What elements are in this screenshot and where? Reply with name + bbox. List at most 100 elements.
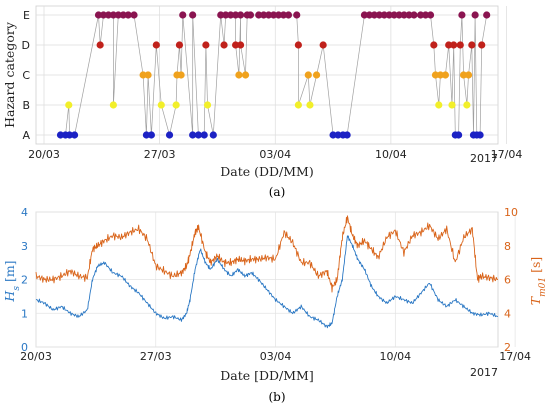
hazard-point-E <box>104 11 113 19</box>
hazard-point-A <box>147 131 155 139</box>
hazard-point-C <box>464 71 473 79</box>
hazard-point-A <box>476 131 484 139</box>
hazard-point-E <box>365 11 374 19</box>
hazard-point-E <box>410 11 418 19</box>
hazard-point-A <box>66 131 74 139</box>
hazard-point-E <box>246 11 255 19</box>
right-tick-label: 2 <box>504 341 511 354</box>
hazard-point-D <box>202 41 210 49</box>
hazard-point-A <box>334 131 342 139</box>
hazard-point-E <box>279 11 288 19</box>
hazard-point-E <box>293 11 301 19</box>
right-tick-label: 4 <box>504 307 511 320</box>
panel-a-date-ticks: 20/03 27/03 03/04 10/04 17/04 <box>28 148 522 161</box>
hazard-point-E <box>265 11 273 19</box>
hazard-point-E <box>255 11 263 19</box>
panel-a-markers <box>56 11 491 139</box>
hazard-point-D <box>445 41 453 49</box>
hazard-point-E <box>385 11 393 19</box>
hazard-point-C <box>441 71 449 79</box>
hazard-point-A <box>209 131 217 139</box>
left-tick-label: 3 <box>21 240 28 253</box>
hazard-point-C <box>235 71 243 79</box>
hazard-point-E <box>270 11 278 19</box>
date-tick-label: 03/04 <box>260 350 292 363</box>
hazard-point-A <box>455 131 463 139</box>
hazard-point-A <box>142 131 151 139</box>
panel-b-ylabel-left: Hs [m] <box>2 260 22 302</box>
hazard-point-A <box>343 131 351 139</box>
hazard-point-E <box>400 11 408 19</box>
left-tick-label: 1 <box>21 307 28 320</box>
panel-b-year: 2017 <box>470 366 498 379</box>
hazard-point-D <box>152 41 160 49</box>
hazard-point-C <box>431 71 440 79</box>
hazard-point-E <box>370 11 378 19</box>
hazard-point-E <box>109 11 117 19</box>
hazard-point-D <box>294 41 302 49</box>
right-tick-label: 10 <box>504 206 518 219</box>
panel-b-ylabel-right: Tm01 [s] <box>528 257 548 306</box>
hazard-point-D <box>175 41 184 49</box>
hazard-point-E <box>94 11 103 19</box>
hazard-point-E <box>130 11 138 19</box>
right-tick-label: 8 <box>504 240 511 253</box>
hazard-point-E <box>426 11 435 19</box>
date-tick-label: 03/04 <box>259 148 291 161</box>
hazard-point-B <box>203 101 212 109</box>
hazard-point-B <box>172 101 180 109</box>
hazard-point-D <box>236 41 245 49</box>
hazard-point-E <box>274 11 283 19</box>
category-tick-label: A <box>22 129 30 142</box>
hazard-point-A <box>194 131 203 139</box>
hazard-point-E <box>421 11 430 19</box>
category-tick-label: E <box>23 9 30 22</box>
left-tick-label: 0 <box>21 341 28 354</box>
hazard-point-D <box>232 41 240 49</box>
category-tick-label: D <box>22 39 30 52</box>
hazard-point-B <box>306 101 314 109</box>
left-tick-label: 2 <box>21 274 28 287</box>
hazard-point-B <box>65 101 73 109</box>
hazard-point-D <box>430 41 438 49</box>
hazard-point-C <box>304 71 312 79</box>
hazard-point-E <box>471 11 479 19</box>
hazard-point-E <box>260 11 268 19</box>
hazard-point-E <box>458 11 466 19</box>
hazard-point-E <box>227 11 235 19</box>
hazard-point-B <box>109 101 117 109</box>
hazard-point-A <box>56 131 65 139</box>
hazard-point-C <box>312 71 321 79</box>
hazard-point-D <box>456 41 464 49</box>
hazard-point-B <box>463 101 471 109</box>
hazard-point-C <box>459 71 468 79</box>
hazard-point-E <box>222 11 230 19</box>
tm01-series-line <box>35 215 499 293</box>
category-tick-label: C <box>22 69 30 82</box>
hazard-point-E <box>119 11 127 19</box>
right-tick-label: 6 <box>504 274 511 287</box>
hazard-point-E <box>375 11 383 19</box>
hazard-point-C <box>177 71 185 79</box>
panel-a-caption: (a) <box>269 185 286 199</box>
hazard-point-D <box>478 41 486 49</box>
panel-a-category-ticks: A B C D E <box>22 9 31 142</box>
hazard-point-E <box>232 11 240 19</box>
hazard-point-B <box>448 101 456 109</box>
category-tick-label: B <box>22 99 30 112</box>
hazard-point-C <box>139 71 147 79</box>
hazard-point-E <box>284 11 293 19</box>
hazard-point-A <box>189 131 197 139</box>
date-tick-label: 17/04 <box>491 148 523 161</box>
hazard-point-E <box>417 11 425 19</box>
hazard-point-E <box>217 11 225 19</box>
hazard-point-E <box>395 11 403 19</box>
panel-a-xlabel: Date (DD/MM) <box>220 164 313 179</box>
panel-b-series <box>35 215 499 329</box>
hazard-point-E <box>380 11 388 19</box>
hazard-point-C <box>144 71 152 79</box>
date-tick-label: 20/03 <box>20 350 52 363</box>
panel-b-right-ticks: 2 4 6 8 10 <box>504 206 518 354</box>
hazard-point-A <box>165 131 174 139</box>
